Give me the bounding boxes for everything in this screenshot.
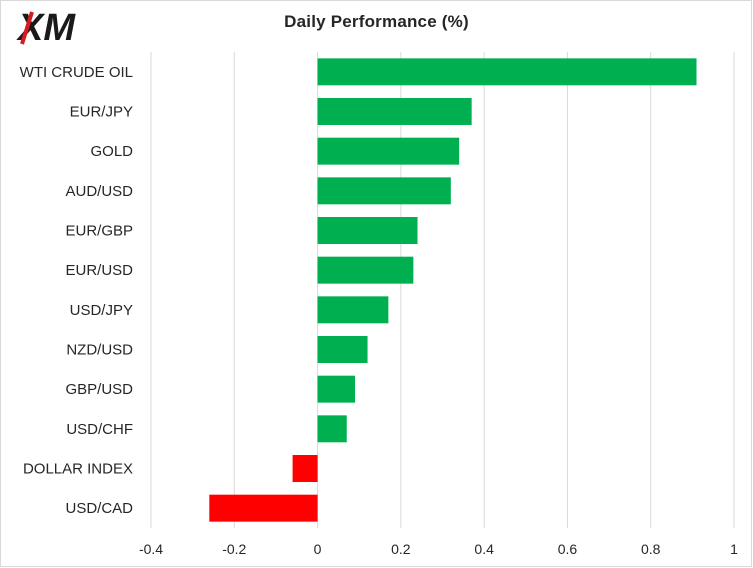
category-label: USD/CAD [65,500,133,517]
category-label: USD/CHF [66,421,133,438]
x-tick-label: 0.8 [641,541,661,557]
x-tick-label: 0.6 [558,541,578,557]
bar [317,98,472,125]
bar [317,177,451,205]
category-label: WTI CRUDE OIL [20,64,133,81]
category-label: EUR/GBP [65,223,133,240]
bars [209,58,697,522]
x-axis-tick-labels: -0.4 -0.2 0 0.2 0.4 0.6 0.8 1 [139,541,738,557]
category-label: AUD/USD [65,183,133,200]
category-label: DOLLAR INDEX [23,461,133,478]
category-label: NZD/USD [66,342,133,359]
bar [317,296,389,324]
bar [317,375,356,403]
category-label: USD/JPY [70,302,133,319]
x-tick-label: 0.4 [474,541,494,557]
x-tick-label: 0.2 [391,541,411,557]
bar [317,256,414,284]
bar [317,336,368,363]
x-tick-label: -0.2 [222,541,246,557]
chart-title: Daily Performance (%) [284,12,469,31]
category-label: EUR/USD [65,262,133,279]
category-labels: WTI CRUDE OIL EUR/JPY GOLD AUD/USD EUR/GBP EU… [20,64,134,517]
bar [317,137,460,165]
x-tick-label: 1 [730,541,738,557]
x-tick-label: 0 [314,541,322,557]
category-label: EUR/JPY [70,104,133,121]
x-tick-label: -0.4 [139,541,163,557]
bar [292,455,318,482]
category-label: GOLD [90,143,133,160]
xm-logo: XM [14,6,106,53]
gridlines [150,52,735,528]
category-label: GBP/USD [65,381,133,398]
bar [209,494,318,522]
bar [317,58,697,86]
bar [317,217,418,244]
bar [317,415,347,443]
